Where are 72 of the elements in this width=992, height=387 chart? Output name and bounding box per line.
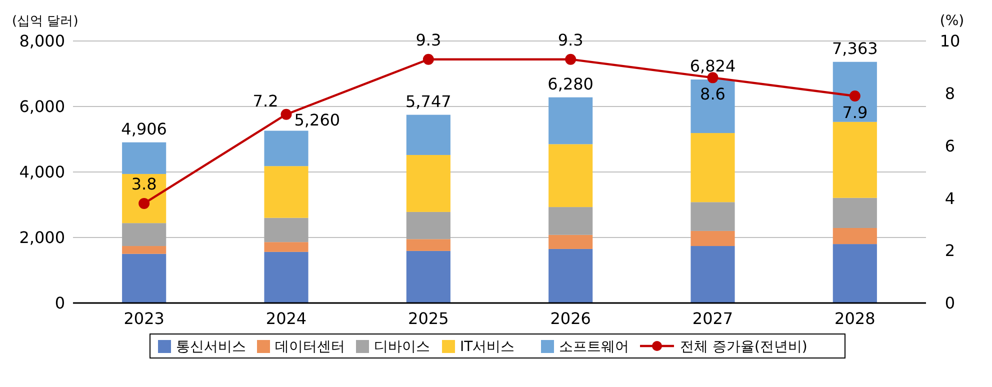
y-tick-label: 8,000 (19, 32, 65, 51)
legend-label: 디바이스 (374, 338, 430, 355)
bar (832, 62, 877, 122)
y-tick-label: 4,000 (19, 162, 65, 182)
bar (690, 230, 735, 246)
y2-axis-title: (%) (940, 13, 964, 29)
x-tick-label: 2025 (408, 309, 449, 328)
legend-label: 소프트웨어 (559, 338, 629, 355)
bar (548, 248, 593, 303)
bar (264, 166, 308, 218)
y-axis-title: (십억 달러) (12, 14, 78, 29)
bar (548, 234, 593, 249)
bar (548, 97, 593, 144)
bar (406, 239, 450, 251)
bar (122, 254, 166, 303)
y-tick-label: 6,000 (19, 97, 65, 116)
bar (122, 246, 166, 254)
x-tick-label: 2027 (692, 309, 734, 328)
bar (832, 228, 877, 244)
total-label: 7,363 (832, 38, 878, 58)
total-label: 4,906 (121, 119, 167, 138)
point (565, 54, 576, 65)
bar (406, 250, 450, 303)
y2-tick-label: 4 (944, 188, 956, 208)
bar (264, 218, 308, 242)
y-tick-label: 2,000 (19, 228, 65, 248)
bar (264, 252, 308, 303)
bar (406, 154, 450, 212)
total-label: 5,747 (406, 92, 452, 111)
y2-tick-label: 10 (940, 32, 960, 51)
legend-label: 데이터센터 (275, 338, 345, 355)
y2-tick-label: 0 (944, 294, 956, 313)
bar (122, 174, 166, 224)
point (422, 54, 434, 65)
point (280, 108, 292, 120)
y2-tick-label: 2 (944, 241, 956, 260)
data-label: 9.3 (416, 30, 442, 50)
bar (690, 80, 735, 134)
bar (406, 212, 450, 240)
x-tick-label: 2026 (550, 309, 591, 328)
bar (690, 246, 735, 303)
bar (832, 198, 877, 228)
data-label: 9.3 (558, 30, 584, 50)
bar (690, 133, 735, 202)
data-label: 7.2 (252, 91, 278, 110)
bar (264, 242, 308, 252)
y2-tick-label: 6 (944, 136, 956, 156)
bar (690, 202, 735, 231)
x-tick-label: 2023 (124, 309, 164, 328)
bar (122, 142, 166, 174)
legend-label: IT서비스 (460, 338, 515, 355)
bar (832, 244, 877, 303)
bar (122, 223, 166, 246)
point (138, 198, 150, 209)
bar (548, 144, 593, 208)
total-label: 6,280 (548, 74, 594, 94)
x-tick-label: 2028 (834, 309, 876, 328)
y-tick-label: 0 (54, 294, 65, 313)
data-label: 8.6 (700, 84, 726, 104)
total-label: 5,260 (294, 110, 340, 130)
bar (832, 122, 877, 198)
bar (548, 207, 593, 235)
legend-label: 통신서비스 (176, 338, 246, 355)
x-tick-label: 2024 (266, 309, 307, 328)
legend-label: 전체 증가율(전년비) (680, 338, 808, 355)
bar (264, 130, 308, 166)
bar (406, 114, 450, 155)
data-label: 3.8 (131, 174, 157, 194)
point (849, 90, 860, 102)
y2-tick-label: 8 (944, 84, 956, 103)
data-label: 7.9 (842, 103, 868, 122)
total-label: 6,824 (690, 56, 736, 76)
